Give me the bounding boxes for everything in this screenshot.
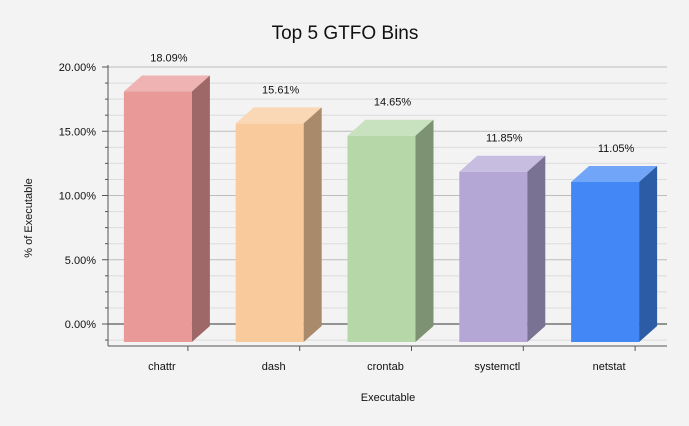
bar-side-face bbox=[415, 119, 434, 342]
bars bbox=[123, 75, 658, 342]
bar-top-face bbox=[235, 107, 322, 124]
bar-top-face bbox=[347, 119, 434, 136]
data-label: 18.09% bbox=[150, 53, 188, 65]
y-tick-label: 20.00% bbox=[59, 62, 97, 74]
y-tick-label: 0.00% bbox=[65, 319, 96, 331]
bar-systemctl bbox=[459, 155, 546, 342]
bar-side-face bbox=[191, 75, 210, 342]
data-label: 15.61% bbox=[262, 84, 300, 96]
bar-top-face bbox=[459, 155, 546, 172]
x-tick-label: dash bbox=[262, 361, 286, 373]
bar-top-face bbox=[571, 166, 658, 183]
data-label: 14.65% bbox=[374, 97, 412, 109]
axes bbox=[102, 65, 667, 347]
y-tick-label: 5.00% bbox=[65, 255, 96, 267]
y-tick-labels: 0.00% 5.00% 10.00% 15.00% 20.00% bbox=[59, 62, 97, 331]
x-tick-label: chattr bbox=[148, 361, 176, 373]
bar-front-face bbox=[459, 171, 528, 342]
data-label: 11.85% bbox=[486, 133, 523, 145]
bar-side-face bbox=[527, 155, 546, 342]
bar-front-face bbox=[347, 135, 416, 342]
data-label: 11.05% bbox=[598, 143, 635, 155]
chart-title: Top 5 GTFO Bins bbox=[272, 23, 419, 44]
bar-front-face bbox=[235, 123, 304, 342]
bar-netstat bbox=[571, 166, 658, 342]
x-tick-label: netstat bbox=[593, 361, 626, 373]
x-tick-labels: chattr dash crontab systemctl netstat bbox=[148, 346, 636, 373]
bar-side-face bbox=[303, 107, 322, 342]
y-tick-label: 15.00% bbox=[59, 126, 97, 138]
bar-top-face bbox=[123, 75, 210, 92]
data-labels: 18.09% 15.61% 14.65% 11.85% 11.05% bbox=[150, 53, 634, 155]
bar-dash bbox=[235, 107, 322, 342]
bar-front-face bbox=[123, 91, 192, 342]
bar-side-face bbox=[639, 166, 658, 342]
bar-chattr bbox=[123, 75, 210, 342]
x-tick-label: crontab bbox=[367, 361, 404, 373]
x-tick-label: systemctl bbox=[474, 361, 520, 373]
x-axis-label: Executable bbox=[361, 392, 415, 404]
y-tick-label: 10.00% bbox=[59, 191, 97, 203]
y-axis-label: % of Executable bbox=[23, 178, 35, 258]
bar-front-face bbox=[571, 182, 640, 342]
bar-crontab bbox=[347, 119, 434, 342]
